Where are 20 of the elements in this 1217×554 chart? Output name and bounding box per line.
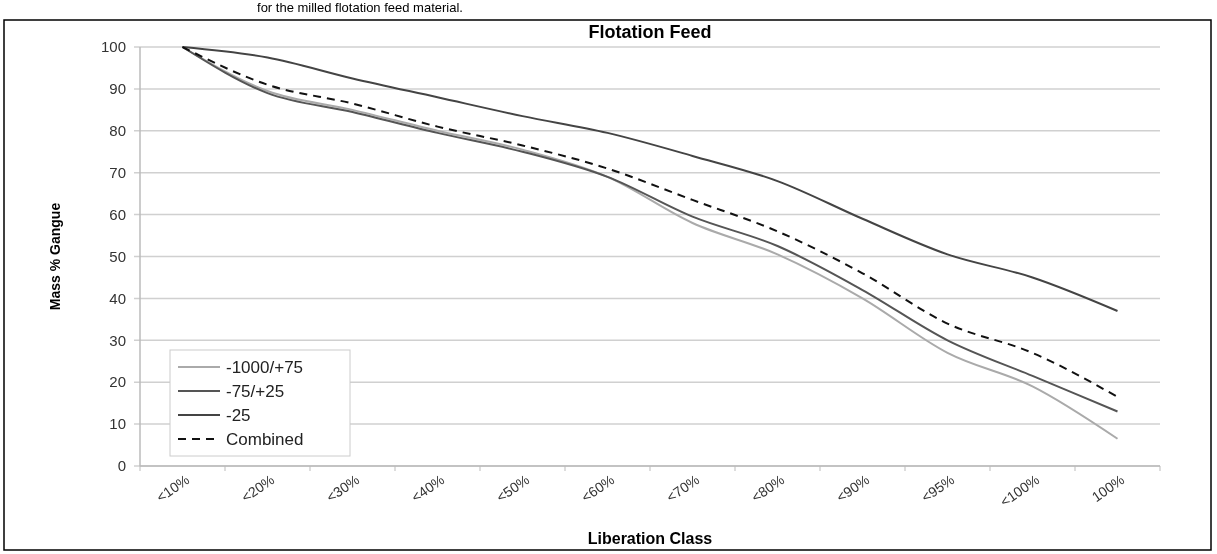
chart-title: Flotation Feed [588,22,712,42]
legend-label: -75/+25 [226,381,285,401]
y-tick-label: 100 [100,38,126,56]
y-tick-label: 50 [109,247,126,265]
y-tick-label: 10 [109,415,126,433]
legend-label: -1000/+75 [226,357,304,377]
line-series [181,46,1119,312]
y-tick-label: 70 [109,163,126,181]
y-tick-label: 80 [109,122,126,140]
legend-label: -25 [226,405,251,425]
y-tick-label: 60 [109,205,126,223]
y-tick-label: 30 [109,331,126,349]
y-tick-label: 40 [109,289,126,307]
y-tick-label: 0 [117,457,126,475]
legend-label: Combined [226,429,304,449]
text: for the milled flotation feed material. [257,0,463,15]
y-axis-title: Mass % Gangue [47,202,63,311]
y-tick-label: 90 [109,80,126,98]
x-axis-title: Liberation Class [587,530,713,547]
y-tick-label: 20 [109,373,126,391]
